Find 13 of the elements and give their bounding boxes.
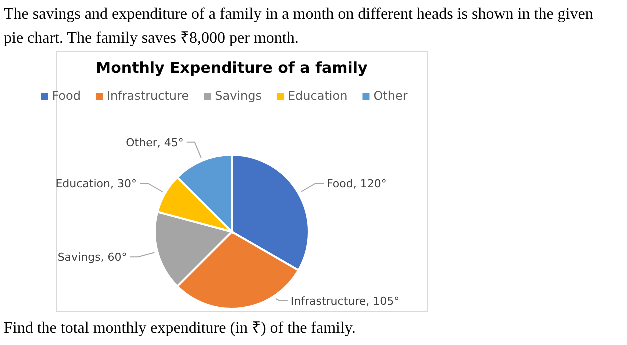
legend-label: Savings [215, 89, 262, 103]
data-label: Savings, 60° [58, 251, 128, 264]
chart-title: Monthly Expenditure of a family [96, 59, 368, 77]
text: Find the total monthly expenditure (in ₹) of the family. [4, 320, 356, 337]
legend-label: Other [374, 89, 408, 103]
legend-label: Education [288, 89, 348, 103]
data-label: Other, 45° [126, 136, 184, 150]
data-label: Education, 30° [56, 178, 137, 190]
text: The savings and expenditure of a family in a month on different heads is shown in the given pie chart. The family saves ₹8,000 per month. [4, 6, 594, 47]
legend-label: Food [52, 89, 81, 103]
data-label: Infrastructure, 105° [290, 295, 400, 308]
data-label: Food, 120° [327, 178, 387, 190]
legend-label: Infrastructure [106, 89, 190, 103]
